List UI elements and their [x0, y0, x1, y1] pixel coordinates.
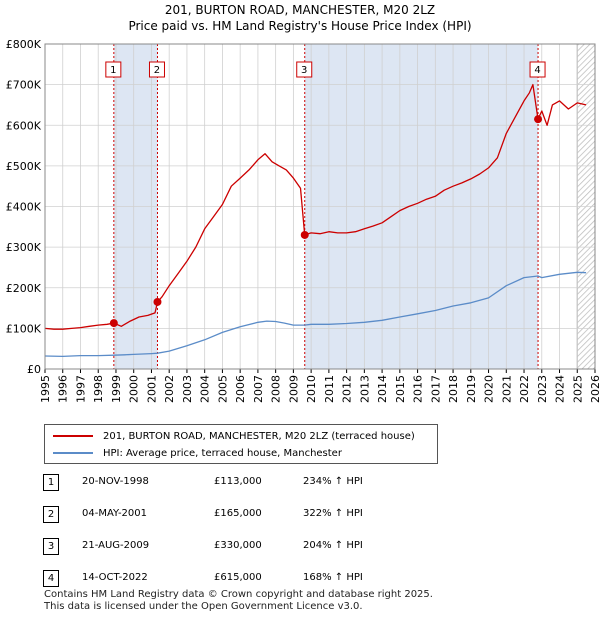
hpi-line: [44, 271, 587, 358]
sale-marker-box: [105, 61, 122, 78]
x-tick-label: 1999: [110, 375, 123, 403]
x-tick-label: 2004: [199, 375, 212, 403]
sale-price: £113,000: [214, 476, 262, 487]
sale-row: 3 21-AUG-2009 £330,000 204% ↑ HPI: [0, 534, 600, 558]
sale-price: £615,000: [214, 572, 262, 583]
footer: Contains HM Land Registry data © Crown c…: [44, 589, 433, 613]
sale-hpi-change: 168% ↑ HPI: [303, 572, 363, 583]
x-tick-label: 2007: [252, 375, 265, 403]
x-tick-label: 2001: [145, 375, 158, 403]
x-tick-label: 1997: [74, 375, 87, 403]
x-tick-label: 2022: [518, 375, 531, 403]
sale-number-badge: 1: [43, 474, 59, 491]
property-price-line: [44, 83, 587, 330]
sale-date: 14-OCT-2022: [82, 572, 148, 583]
sale-marker-label: 1: [110, 65, 116, 76]
sale-hpi-change: 322% ↑ HPI: [303, 508, 363, 519]
x-tick-label: 2016: [412, 375, 425, 403]
x-tick-label: 2019: [465, 375, 478, 403]
chart-title-line2: Price paid vs. HM Land Registry's House …: [128, 19, 472, 33]
sale-marker-label: 4: [534, 65, 540, 76]
sale-marker-label: 2: [154, 65, 160, 76]
legend-hpi-label: HPI: Average price, terraced house, Manc…: [103, 447, 342, 459]
legend-item-hpi: HPI: Average price, terraced house, Manc…: [53, 445, 342, 461]
x-tick-label: 2014: [376, 375, 389, 403]
y-tick-label: £100K: [6, 322, 42, 335]
x-tick-label: 2023: [536, 375, 549, 403]
sale-number-badge: 2: [43, 506, 59, 523]
sale-hpi-change: 204% ↑ HPI: [303, 540, 363, 551]
x-tick-label: 2021: [500, 375, 513, 403]
y-tick-label: £200K: [6, 282, 42, 295]
sale-row: 4 14-OCT-2022 £615,000 168% ↑ HPI: [0, 566, 600, 590]
y-tick-label: £0: [27, 363, 41, 376]
x-tick-label: 2012: [341, 375, 354, 403]
y-tick-label: £700K: [6, 79, 42, 92]
x-tick-label: 2024: [554, 375, 567, 403]
x-tick-label: 1998: [92, 375, 105, 403]
x-tick-label: 2005: [216, 375, 229, 403]
chart-title-line1: 201, BURTON ROAD, MANCHESTER, M20 2LZ: [164, 3, 436, 17]
y-tick-label: £400K: [6, 201, 42, 214]
sale-price: £165,000: [214, 508, 262, 519]
footer-copyright: Contains HM Land Registry data © Crown c…: [44, 589, 433, 600]
sale-marker-box: [148, 61, 165, 78]
sale-date: 21-AUG-2009: [82, 540, 150, 551]
x-tick-label: 2006: [234, 375, 247, 403]
x-tick-label: 2013: [358, 375, 371, 403]
x-tick-label: 2009: [287, 375, 300, 403]
legend-property-swatch: [53, 435, 93, 437]
sale-date: 04-MAY-2001: [82, 508, 148, 519]
sale-point: [300, 230, 309, 239]
sale-marker-box: [529, 61, 546, 78]
x-tick-label: 2011: [323, 375, 336, 403]
sale-point: [109, 319, 118, 328]
sale-row: 2 04-MAY-2001 £165,000 322% ↑ HPI: [0, 502, 600, 526]
x-tick-label: 2010: [305, 375, 318, 403]
x-tick-label: 2000: [128, 375, 141, 403]
chart-legend: 201, BURTON ROAD, MANCHESTER, M20 2LZ (t…: [44, 424, 438, 464]
x-tick-label: 2018: [447, 375, 460, 403]
sale-row: 1 20-NOV-1998 £113,000 234% ↑ HPI: [0, 470, 600, 494]
price-chart: £0 £100K £200K £300K £400K £500K £600K £700K £80…: [6, 38, 600, 403]
y-tick-label: £500K: [6, 160, 42, 173]
sale-price: £330,000: [214, 540, 262, 551]
sale-point: [153, 297, 162, 306]
x-tick-label: 2002: [163, 375, 176, 403]
x-tick-label: 2003: [181, 375, 194, 403]
x-tick-label: 1995: [39, 375, 52, 403]
legend-item-property: 201, BURTON ROAD, MANCHESTER, M20 2LZ (t…: [53, 428, 415, 444]
x-tick-label: 2015: [394, 375, 407, 403]
sale-marker-box: [296, 61, 313, 78]
legend-property-label: 201, BURTON ROAD, MANCHESTER, M20 2LZ (t…: [103, 430, 415, 442]
x-tick-label: 2017: [429, 375, 442, 403]
y-tick-label: £600K: [6, 119, 42, 132]
y-tick-label: £800K: [6, 38, 42, 51]
sale-point: [534, 115, 543, 124]
x-tick-label: 2020: [483, 375, 496, 403]
legend-hpi-swatch: [53, 452, 93, 454]
sale-marker-label: 3: [301, 65, 307, 76]
sale-hpi-change: 234% ↑ HPI: [303, 476, 363, 487]
y-tick-label: £300K: [6, 241, 42, 254]
sale-number-badge: 3: [43, 538, 59, 555]
sale-number-badge: 4: [43, 570, 59, 587]
plot-border: [44, 43, 596, 370]
sale-date: 20-NOV-1998: [82, 476, 149, 487]
footer-licence: This data is licensed under the Open Gov…: [44, 601, 363, 612]
x-tick-label: 2008: [270, 375, 283, 403]
x-tick-label: 1996: [57, 375, 70, 403]
x-tick-label: 2026: [589, 375, 600, 403]
x-tick-label: 2025: [571, 375, 584, 403]
